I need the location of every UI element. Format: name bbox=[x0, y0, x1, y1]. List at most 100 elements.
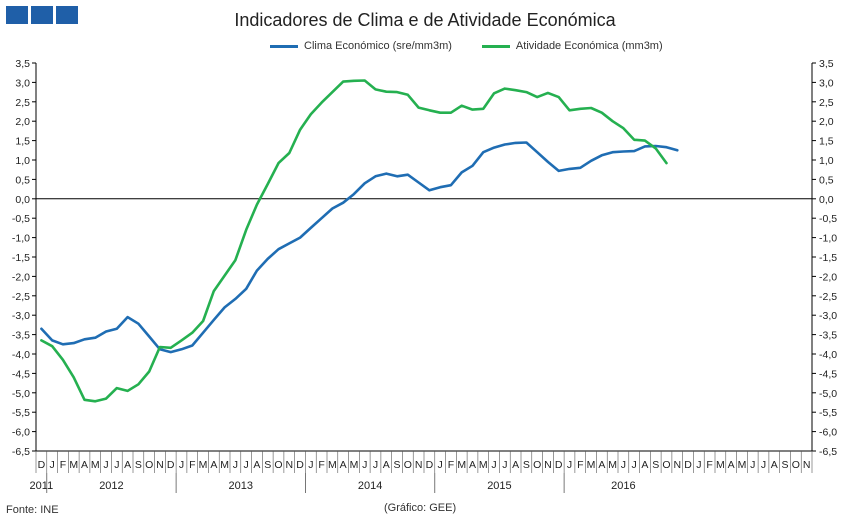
legend-label-atividade: Atividade Económica (mm3m) bbox=[515, 40, 663, 52]
x-month-label: J bbox=[696, 459, 701, 471]
legend-swatch-clima bbox=[270, 44, 298, 48]
x-month-label: F bbox=[318, 459, 324, 471]
x-month-label: J bbox=[621, 459, 626, 471]
y-tick-label-left: -5,0 bbox=[12, 388, 30, 400]
x-month-label: O bbox=[662, 459, 670, 471]
y-tick-label-right: -2,0 bbox=[819, 271, 837, 283]
x-month-label: J bbox=[373, 459, 378, 471]
x-month-label: A bbox=[340, 459, 347, 471]
x-month-label: M bbox=[350, 459, 359, 471]
x-month-label: J bbox=[114, 459, 119, 471]
x-month-label: M bbox=[479, 459, 488, 471]
x-month-label: J bbox=[438, 459, 443, 471]
x-month-label: N bbox=[544, 459, 552, 471]
x-month-label: D bbox=[296, 459, 304, 471]
series-line-atividade bbox=[40, 79, 668, 403]
x-month-label: J bbox=[179, 459, 184, 471]
y-tick-label-right: 1,0 bbox=[819, 155, 834, 167]
x-month-label: A bbox=[771, 459, 778, 471]
y-tick-label-right: -3,5 bbox=[819, 330, 837, 342]
gee-logo bbox=[6, 6, 78, 24]
x-month-label: J bbox=[50, 459, 55, 471]
x-month-label: J bbox=[502, 459, 507, 471]
x-month-label: J bbox=[233, 459, 238, 471]
x-year-label: 2016 bbox=[611, 480, 635, 492]
x-month-label: M bbox=[328, 459, 337, 471]
y-tick-label-left: 2,0 bbox=[15, 116, 30, 128]
x-month-label: F bbox=[577, 459, 583, 471]
y-tick-label-right: 3,5 bbox=[819, 58, 834, 70]
y-tick-label-right: -3,0 bbox=[819, 310, 837, 322]
x-month-label: O bbox=[274, 459, 282, 471]
y-tick-label-right: -5,0 bbox=[819, 388, 837, 400]
y-tick-label-right: 2,0 bbox=[819, 116, 834, 128]
y-tick-label-left: 3,0 bbox=[15, 77, 30, 89]
x-month-label: S bbox=[394, 459, 401, 471]
x-month-label: J bbox=[761, 459, 766, 471]
y-tick-label-right: -2,5 bbox=[819, 291, 837, 303]
x-month-label: M bbox=[587, 459, 596, 471]
y-tick-label-left: 0,0 bbox=[15, 194, 30, 206]
x-month-label: A bbox=[383, 459, 390, 471]
x-month-label: J bbox=[750, 459, 755, 471]
x-month-label: A bbox=[210, 459, 217, 471]
logo-block-1 bbox=[6, 6, 28, 24]
x-month-label: A bbox=[124, 459, 131, 471]
logo-block-2 bbox=[31, 6, 53, 24]
x-month-label: S bbox=[135, 459, 142, 471]
y-tick-label-left: -4,5 bbox=[12, 368, 30, 380]
y-tick-label-right: -4,0 bbox=[819, 349, 837, 361]
x-year-label: 2015 bbox=[487, 480, 511, 492]
y-tick-label-left: -1,5 bbox=[12, 252, 30, 264]
legend-label-clima: Clima Económico (sre/mm3m) bbox=[304, 40, 452, 52]
x-month-label: A bbox=[728, 459, 735, 471]
x-month-label: J bbox=[567, 459, 572, 471]
y-tick-label-left: -3,0 bbox=[12, 310, 30, 322]
x-month-label: S bbox=[652, 459, 659, 471]
y-tick-label-left: 1,0 bbox=[15, 155, 30, 167]
x-month-label: A bbox=[641, 459, 648, 471]
x-year-label: 2013 bbox=[229, 480, 253, 492]
series-line-clima bbox=[40, 141, 679, 354]
x-month-label: M bbox=[608, 459, 617, 471]
x-month-label: O bbox=[404, 459, 412, 471]
y-tick-label-right: -1,0 bbox=[819, 233, 837, 245]
x-month-label: J bbox=[244, 459, 249, 471]
y-tick-label-right: -6,0 bbox=[819, 427, 837, 439]
y-tick-label-right: -0,5 bbox=[819, 213, 837, 225]
source-note: Fonte: INE bbox=[6, 504, 59, 516]
x-month-label: M bbox=[91, 459, 100, 471]
chart-legend: Clima Económico (sre/mm3m) Atividade Eco… bbox=[270, 40, 663, 52]
logo-block-3 bbox=[56, 6, 78, 24]
x-year-label: 2014 bbox=[358, 480, 382, 492]
y-tick-label-left: -2,0 bbox=[12, 271, 30, 283]
y-tick-label-left: -4,0 bbox=[12, 349, 30, 361]
x-month-label: J bbox=[491, 459, 496, 471]
x-year-label: 2012 bbox=[99, 480, 123, 492]
x-month-label: N bbox=[803, 459, 811, 471]
x-month-label: N bbox=[673, 459, 681, 471]
y-tick-label-right: 2,5 bbox=[819, 97, 834, 109]
x-month-label: M bbox=[716, 459, 725, 471]
x-month-label: A bbox=[253, 459, 260, 471]
x-year-label: 2011 bbox=[30, 480, 54, 492]
y-tick-label-left: -6,0 bbox=[12, 427, 30, 439]
x-month-label: F bbox=[189, 459, 195, 471]
y-tick-label-right: -1,5 bbox=[819, 252, 837, 264]
x-month-label: A bbox=[81, 459, 88, 471]
x-month-label: O bbox=[533, 459, 541, 471]
x-month-label: S bbox=[782, 459, 789, 471]
chart-title: Indicadores de Clima e de Atividade Econ… bbox=[234, 10, 616, 30]
x-month-label: M bbox=[69, 459, 78, 471]
credit-note: (Gráfico: GEE) bbox=[384, 502, 457, 514]
legend-item-clima: Clima Económico (sre/mm3m) bbox=[270, 40, 452, 52]
x-month-label: N bbox=[415, 459, 423, 471]
x-month-label: S bbox=[264, 459, 271, 471]
x-month-label: D bbox=[426, 459, 434, 471]
x-month-label: F bbox=[448, 459, 454, 471]
y-tick-label-left: 3,5 bbox=[15, 58, 30, 70]
legend-swatch-atividade bbox=[481, 44, 510, 48]
y-tick-label-right: -6,5 bbox=[819, 446, 837, 458]
x-month-label: J bbox=[308, 459, 313, 471]
